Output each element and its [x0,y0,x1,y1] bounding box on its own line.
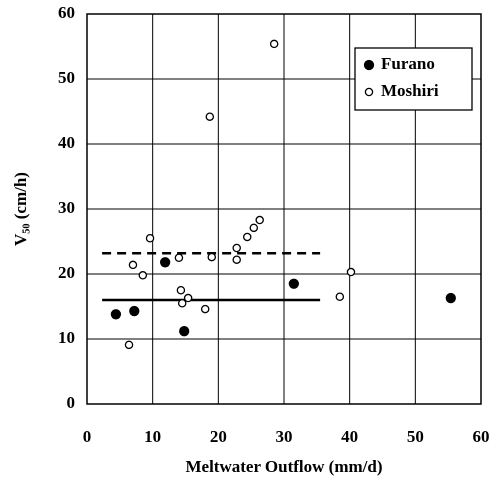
legend-marker [364,87,374,97]
point [205,112,215,121]
legend-label: Moshiri [381,81,439,100]
point [110,309,122,320]
x-axis-label: Meltwater Outflow (mm/d) [185,457,382,476]
point [138,271,148,280]
x-tick-label: 60 [473,427,490,446]
point [232,255,241,264]
point [179,326,190,337]
x-tick-label: 0 [83,427,92,446]
x-tick-label: 30 [276,427,293,446]
legend-marker [363,59,375,71]
point [200,304,210,314]
point [129,305,140,317]
y-tick-label: 0 [67,393,76,412]
point [128,260,138,270]
point [249,223,259,233]
point [269,39,279,49]
point [183,293,193,303]
x-tick-label: 50 [407,427,424,446]
plot-frame [86,13,482,405]
y-tick-label: 60 [58,3,75,22]
y-tick-label: 10 [58,328,75,347]
point [255,215,264,225]
point [145,233,155,243]
point [346,267,356,277]
x-tick-label: 10 [144,427,161,446]
y-tick-label: 20 [58,263,75,282]
point [177,298,187,308]
y-tick-label: 30 [58,198,75,217]
point [445,292,456,304]
y-axis-label: V₅₀ (cm/h) [11,172,30,246]
x-tick-label: 20 [210,427,227,446]
y-tick-label: 40 [58,133,75,152]
legend-box [354,47,473,111]
legend-label: Furano [381,54,435,73]
point [176,285,186,295]
point [242,232,252,242]
point [288,278,300,289]
point [174,253,184,262]
point [207,252,217,262]
y-tick-label: 50 [58,68,75,87]
point [124,340,134,350]
point [232,243,241,253]
point [159,257,171,268]
point [335,292,345,301]
x-tick-label: 40 [341,427,358,446]
